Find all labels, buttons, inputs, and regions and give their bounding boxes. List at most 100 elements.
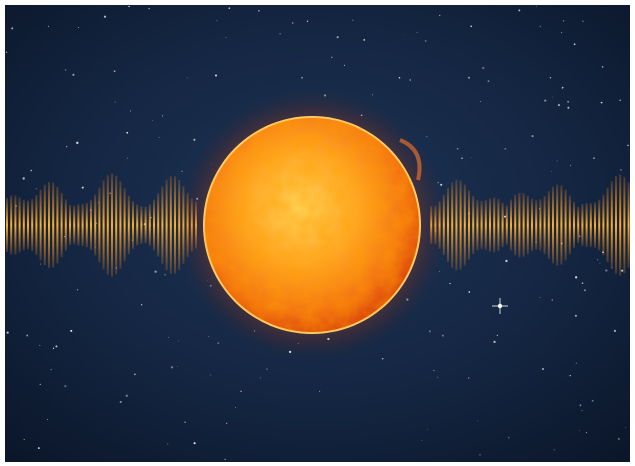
- star: [184, 421, 186, 423]
- wave-bar: [451, 182, 453, 267]
- wave-bar: [619, 174, 621, 275]
- star: [561, 32, 562, 33]
- star: [235, 407, 236, 408]
- wave-bar: [107, 175, 109, 274]
- star: [479, 454, 480, 455]
- star: [126, 132, 128, 134]
- star: [120, 401, 122, 403]
- star: [152, 120, 153, 121]
- wave-bar: [552, 187, 554, 264]
- star: [26, 335, 28, 337]
- wave-bar: [586, 203, 588, 247]
- star: [480, 101, 481, 102]
- wave-bar: [145, 207, 147, 244]
- star: [504, 216, 506, 218]
- wave-bar: [497, 199, 499, 251]
- star: [148, 8, 149, 9]
- wave-bar: [535, 200, 537, 249]
- star: [167, 443, 168, 444]
- star: [96, 223, 97, 224]
- star: [181, 171, 182, 172]
- star: [11, 27, 13, 29]
- wave-bar: [140, 206, 142, 244]
- star: [224, 459, 226, 461]
- star: [625, 427, 626, 428]
- star: [193, 139, 195, 141]
- star: [581, 410, 582, 411]
- wave-bar: [170, 176, 172, 274]
- wave-bar: [531, 199, 533, 251]
- star: [468, 291, 470, 293]
- wave-bar: [149, 204, 151, 246]
- star: [551, 171, 552, 172]
- star: [597, 259, 598, 260]
- wave-bar: [132, 201, 134, 249]
- star: [194, 442, 196, 444]
- star: [552, 97, 553, 98]
- star: [70, 330, 72, 332]
- star: [109, 192, 111, 194]
- wave-bar: [468, 190, 470, 259]
- star: [51, 369, 52, 370]
- star: [557, 160, 558, 161]
- star: [582, 282, 584, 284]
- star: [177, 366, 178, 367]
- star: [47, 419, 48, 420]
- star: [301, 77, 303, 79]
- star: [344, 65, 345, 66]
- star: [226, 423, 227, 424]
- star: [66, 146, 67, 147]
- star: [39, 345, 40, 346]
- star: [141, 304, 142, 305]
- star: [76, 142, 78, 144]
- star: [134, 374, 136, 376]
- wave-bar: [481, 201, 483, 249]
- wave-bar: [577, 207, 579, 243]
- star: [38, 447, 40, 449]
- star: [23, 177, 25, 179]
- star: [78, 27, 79, 28]
- star: [36, 188, 37, 189]
- wave-bar: [590, 203, 592, 247]
- star: [471, 157, 472, 158]
- wave-bar: [598, 200, 600, 251]
- star: [592, 400, 594, 402]
- wave-bar: [510, 199, 512, 250]
- wave-bar: [124, 188, 126, 261]
- wave-bar: [523, 193, 525, 256]
- star: [24, 439, 25, 440]
- star: [130, 110, 131, 111]
- star: [605, 269, 607, 271]
- wave-bar: [166, 180, 168, 270]
- wave-bar: [77, 204, 79, 245]
- wave-bar: [119, 181, 121, 269]
- wave-bar: [94, 194, 96, 255]
- star: [544, 99, 546, 101]
- star: [260, 377, 261, 378]
- star: [482, 67, 484, 69]
- wave-bar: [19, 197, 21, 252]
- star: [567, 101, 568, 102]
- star: [337, 36, 339, 38]
- star: [168, 337, 169, 338]
- wave-bar: [52, 183, 54, 268]
- star: [405, 34, 406, 35]
- star: [563, 20, 564, 21]
- star: [575, 315, 577, 317]
- star: [504, 148, 506, 150]
- wave-bar: [27, 201, 29, 250]
- star: [449, 283, 450, 284]
- star: [468, 77, 470, 79]
- star: [493, 341, 495, 343]
- star: [331, 57, 332, 58]
- star: [228, 7, 230, 9]
- wave-bar: [447, 188, 449, 262]
- wave-bar: [527, 196, 529, 254]
- star: [477, 421, 478, 422]
- wave-bar: [128, 196, 130, 255]
- star: [127, 158, 128, 159]
- star: [115, 102, 116, 103]
- star: [280, 33, 281, 34]
- wave-bar: [98, 188, 100, 263]
- star: [579, 404, 581, 406]
